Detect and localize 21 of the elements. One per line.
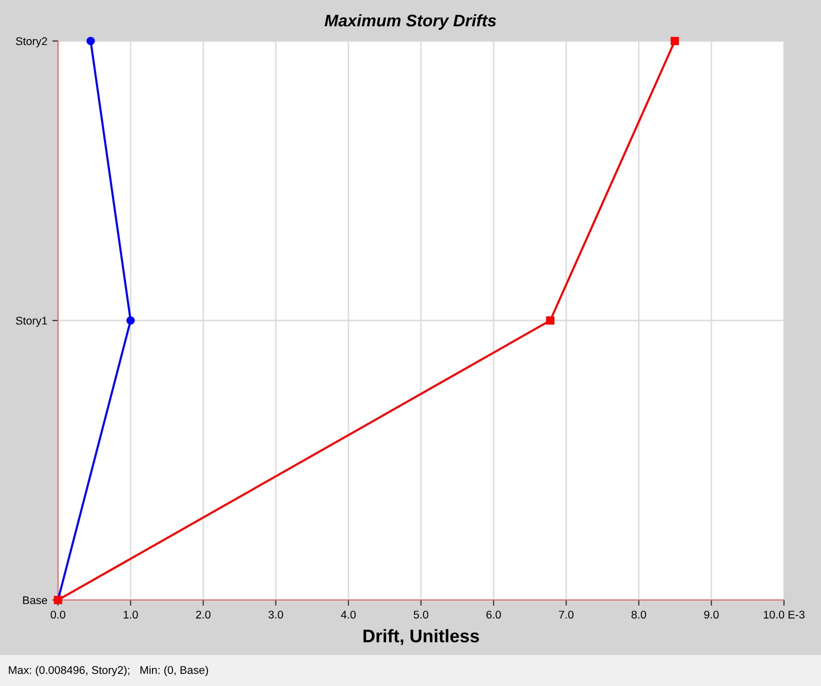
point <box>86 36 95 46</box>
point <box>546 316 554 325</box>
x-tick-label: 10.0 E-3 <box>764 610 805 619</box>
x-tick-label: 6.0 <box>486 610 501 619</box>
text: Max: (0.008496, Story2); Min: (0, Base) <box>8 666 208 676</box>
point <box>670 36 679 46</box>
x-tick-label: 1.0 <box>124 610 138 619</box>
x-tick-label: 3.0 <box>268 610 284 619</box>
x-tick-label: 2.0 <box>196 610 210 619</box>
x-tick-label: 4.0 <box>340 610 356 619</box>
y-tick-label: Story2 <box>16 37 48 48</box>
x-tick-label: 7.0 <box>559 610 574 619</box>
y-tick-label: Base <box>23 596 48 604</box>
point <box>126 316 135 325</box>
x-tick-label: 5.0 <box>414 610 428 619</box>
x-tick-label: 9.0 <box>704 610 719 619</box>
y-tick-label: Story1 <box>16 316 48 327</box>
x-tick-label: 8.0 <box>632 610 646 619</box>
x-axis-title: Drift, Unitless <box>364 629 479 645</box>
chart-title: Maximum Story Drifts <box>324 14 496 30</box>
x-tick-label: 0.0 <box>50 610 66 619</box>
